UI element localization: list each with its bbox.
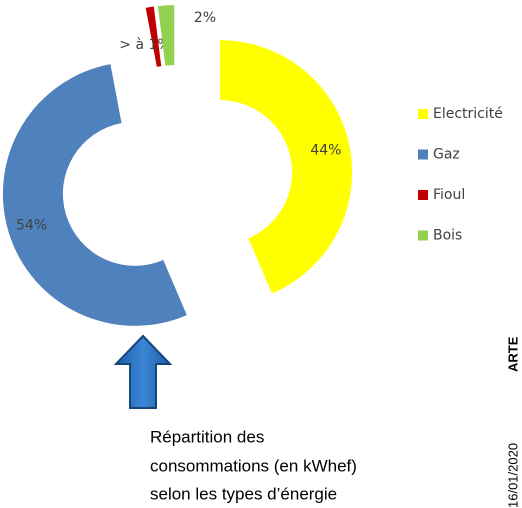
legend-swatch (418, 149, 428, 160)
annotation: consommations (en kWhef) (150, 456, 357, 475)
annotation: Répartition des (150, 427, 264, 446)
legend-swatch (418, 190, 428, 200)
legend-swatch (418, 230, 428, 241)
side-date: 16/01/2020 (505, 443, 520, 508)
donut-segment (220, 40, 353, 294)
legend-label: Electricité (433, 106, 503, 122)
annotation: selon les types d’énergie (150, 484, 337, 503)
donut-segment (2, 64, 187, 326)
legend-label: Gaz (433, 147, 460, 163)
arrow (113, 334, 173, 409)
data-label: > à 1% (119, 37, 170, 53)
legend-label: Fioul (433, 187, 465, 203)
donut-segment (145, 6, 162, 67)
data-label: 54% (16, 217, 47, 233)
side-brand: ARTE (505, 336, 520, 372)
data-label: 2% (194, 10, 216, 26)
donut-segment (157, 5, 175, 66)
legend-swatch (418, 109, 428, 119)
data-label: 44% (310, 142, 341, 158)
legend-label: Bois (433, 228, 462, 244)
